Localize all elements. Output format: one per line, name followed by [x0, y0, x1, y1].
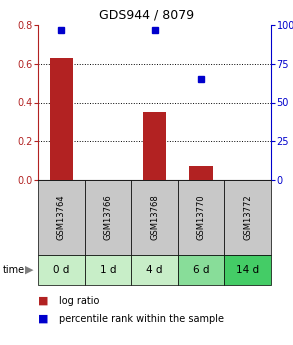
Bar [85, 180, 131, 255]
Text: 14 d: 14 d [236, 265, 259, 275]
Bar [38, 180, 85, 255]
Text: 1 d: 1 d [100, 265, 116, 275]
Text: GSM13768: GSM13768 [150, 195, 159, 240]
Text: percentile rank within the sample: percentile rank within the sample [59, 314, 224, 324]
Bar [178, 255, 224, 285]
Text: GSM13772: GSM13772 [243, 195, 252, 240]
Bar [224, 255, 271, 285]
Text: 0 d: 0 d [53, 265, 69, 275]
Text: ▶: ▶ [25, 265, 34, 275]
Bar [85, 255, 131, 285]
Bar [143, 112, 166, 180]
Bar [131, 255, 178, 285]
Bar [224, 180, 271, 255]
Text: GSM13766: GSM13766 [103, 195, 113, 240]
Text: 4 d: 4 d [146, 265, 163, 275]
Text: GSM13764: GSM13764 [57, 195, 66, 240]
Text: ■: ■ [38, 296, 49, 306]
Text: ■: ■ [38, 314, 49, 324]
Text: time: time [3, 265, 25, 275]
Bar [38, 255, 85, 285]
Bar [190, 166, 213, 180]
Text: 6 d: 6 d [193, 265, 209, 275]
Bar [178, 180, 224, 255]
Bar [131, 180, 178, 255]
Bar [50, 58, 73, 180]
Text: GDS944 / 8079: GDS944 / 8079 [99, 8, 194, 21]
Text: log ratio: log ratio [59, 296, 99, 306]
Text: GSM13770: GSM13770 [197, 195, 206, 240]
